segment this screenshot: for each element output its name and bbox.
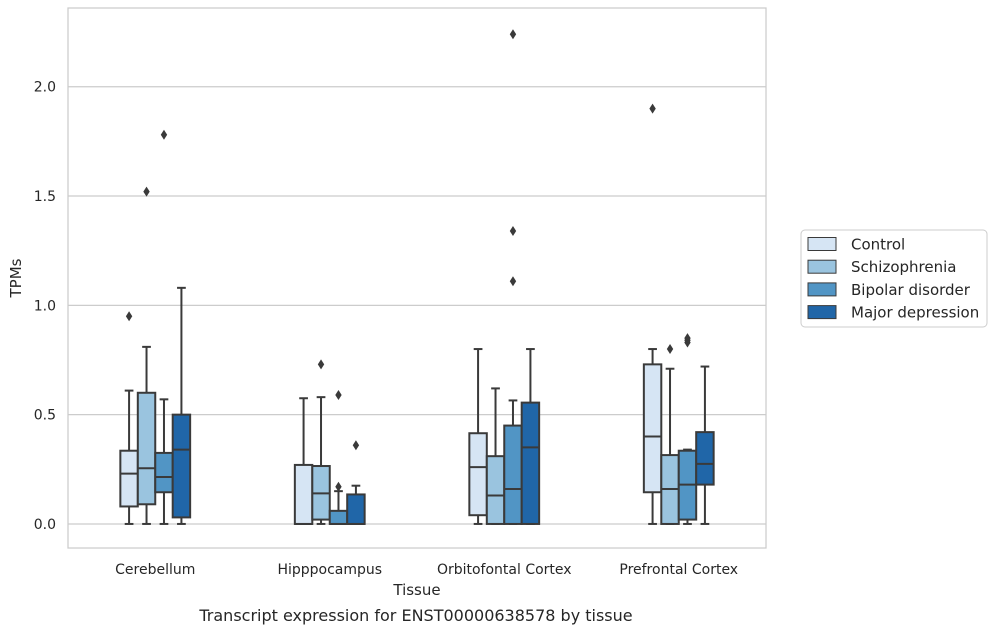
iqr-box <box>119 449 139 508</box>
box-3-1 <box>660 344 680 525</box>
outlier-marker <box>335 389 342 400</box>
box-2-1 <box>485 387 506 525</box>
legend-entry-label: Bipolar disorder <box>851 281 971 299</box>
outlier-marker <box>509 29 517 40</box>
legend-swatch <box>807 282 837 297</box>
legend-entry-label: Control <box>851 236 905 254</box>
iqr-box <box>154 451 174 494</box>
box-2-0 <box>468 348 488 525</box>
legend-swatch <box>807 305 837 320</box>
outlier-marker <box>509 276 517 287</box>
legend-entry-label: Schizophrenia <box>851 258 956 276</box>
outlier-marker <box>352 440 360 451</box>
outlier-marker <box>684 333 691 344</box>
box-0-2 <box>154 129 174 525</box>
legend: Control Schizophrenia Bipolar disorder Majo… <box>800 229 988 328</box>
legend-frame <box>800 229 988 328</box>
iqr-box <box>171 413 192 519</box>
box-3-3 <box>695 365 715 525</box>
outlier-marker <box>335 481 342 492</box>
box-3-2 <box>677 333 698 525</box>
outlier-marker <box>125 311 133 322</box>
outlier-marker <box>143 186 150 197</box>
iqr-box <box>328 509 349 525</box>
box-2-3 <box>520 348 541 525</box>
iqr-box <box>293 463 314 525</box>
box-plot-boxes <box>119 29 715 525</box>
x-tick-label: Hipppocampus <box>277 562 382 578</box>
x-axis-label: Tissue <box>392 581 440 599</box>
iqr-box <box>346 493 366 525</box>
iqr-box <box>642 363 663 494</box>
iqr-box <box>136 391 157 506</box>
x-tick-label: Prefrontal Cortex <box>619 562 738 578</box>
chart-caption: Transcript expression for ENST0000063857… <box>199 606 633 625</box>
y-axis-label: TPMs <box>7 258 25 298</box>
iqr-box <box>485 455 506 525</box>
box-1-1 <box>311 359 331 525</box>
box-3-0 <box>642 103 663 525</box>
y-tick-label: 1.0 <box>34 298 56 314</box>
box-1-2 <box>328 389 349 525</box>
legend-swatch <box>807 259 837 274</box>
box-2-2 <box>503 29 523 525</box>
box-0-3 <box>171 286 192 525</box>
iqr-box <box>520 401 541 525</box>
iqr-box <box>503 424 523 525</box>
y-tick-label: 2.0 <box>34 80 56 96</box>
outlier-marker <box>160 129 168 140</box>
outlier-marker <box>509 225 517 236</box>
x-tick-label: Orbitofontal Cortex <box>437 562 572 578</box>
y-axis-ticks: 0.0 0.5 1.0 1.5 2.0 <box>34 80 56 533</box>
y-tick-label: 0.5 <box>34 408 56 424</box>
box-0-0 <box>119 311 139 525</box>
outlier-marker <box>666 344 674 355</box>
iqr-box <box>695 431 715 486</box>
x-axis-ticks: Cerebellum Hipppocampus Orbitofontal Corte… <box>115 562 738 578</box>
plot-frame <box>67 7 767 549</box>
box-1-0 <box>293 397 314 525</box>
y-tick-label: 1.5 <box>34 189 56 205</box>
box-1-3 <box>346 440 366 525</box>
legend-entry-label: Major depression <box>851 304 979 322</box>
iqr-box <box>468 432 488 517</box>
outlier-marker <box>317 359 325 370</box>
outlier-marker <box>649 103 656 114</box>
x-tick-label: Cerebellum <box>115 562 195 578</box>
box-0-1 <box>136 186 157 525</box>
y-tick-label: 0.0 <box>34 517 56 533</box>
legend-swatch <box>807 237 837 251</box>
